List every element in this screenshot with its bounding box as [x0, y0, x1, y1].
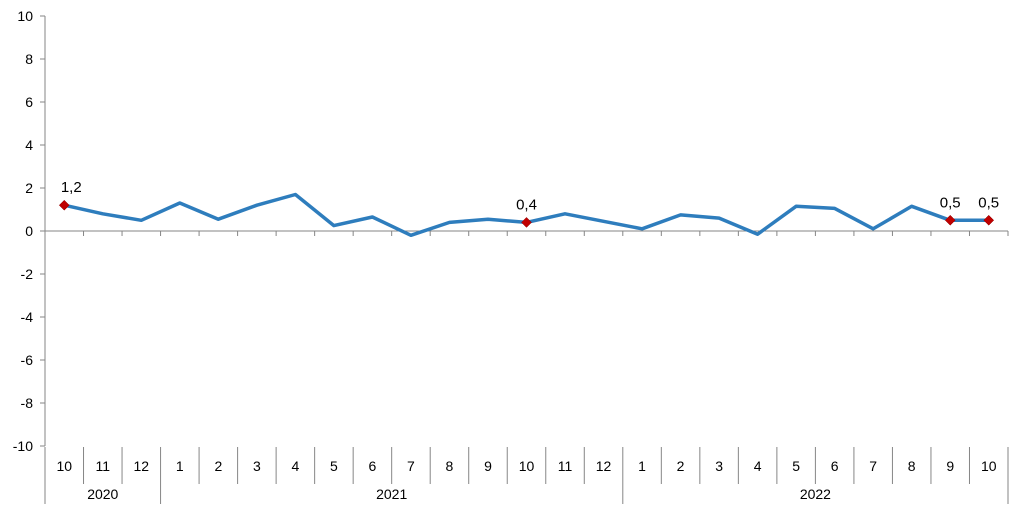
y-tick-label: -2 — [21, 266, 34, 282]
y-tick-label: -10 — [13, 438, 33, 454]
y-tick-label: 8 — [25, 51, 33, 67]
data-point-marker — [521, 217, 532, 228]
data-point-marker — [983, 214, 995, 226]
x-tick-label: 12 — [134, 458, 150, 474]
x-tick-label: 3 — [253, 458, 261, 474]
x-tick-label: 1 — [638, 458, 646, 474]
y-tick-label: -8 — [21, 395, 34, 411]
x-tick-label: 4 — [291, 458, 299, 474]
y-tick-label: 2 — [25, 180, 33, 196]
x-tick-label: 9 — [484, 458, 492, 474]
data-label: 0,5 — [978, 194, 999, 211]
data-label: 0,4 — [516, 196, 537, 213]
x-tick-label: 11 — [96, 458, 111, 474]
data-label-layer: 1,2 0,4 0,5 0,5 — [58, 179, 999, 228]
y-tick-label: 4 — [25, 137, 33, 153]
x-tick-label: 1 — [176, 458, 184, 474]
data-point-marker — [944, 214, 956, 226]
x-tick-label: 7 — [869, 458, 877, 474]
year-label: 2020 — [87, 486, 118, 502]
x-tick-label: 6 — [831, 458, 839, 474]
y-tick-label: -4 — [21, 309, 34, 325]
x-tick-label: 7 — [407, 458, 415, 474]
data-label: 0,5 — [940, 194, 961, 211]
x-tick-label: 6 — [369, 458, 377, 474]
x-tick-label: 10 — [981, 458, 997, 474]
x-tick-label: 4 — [754, 458, 762, 474]
x-tick-label: 5 — [792, 458, 800, 474]
x-tick-label: 9 — [946, 458, 954, 474]
x-tick-label: 8 — [908, 458, 916, 474]
y-axis: 10 8 6 4 2 0 -2 -4 -6 -8 -10 — [13, 8, 46, 454]
year-label: 2022 — [800, 486, 831, 502]
y-tick-label: 0 — [25, 223, 33, 239]
data-point-marker — [58, 199, 70, 211]
x-tick-label: 5 — [330, 458, 338, 474]
y-tick-label: -6 — [21, 352, 34, 368]
y-tick-label: 10 — [17, 8, 33, 24]
x-tick-label: 3 — [715, 458, 723, 474]
y-tick-label: 6 — [25, 94, 33, 110]
data-label: 1,2 — [61, 179, 82, 196]
year-label: 2021 — [376, 486, 407, 502]
x-tick-label: 2 — [214, 458, 222, 474]
x-tick-label: 11 — [558, 458, 573, 474]
x-tick-label: 10 — [519, 458, 535, 474]
x-tick-label: 2 — [677, 458, 685, 474]
x-tick-label: 10 — [56, 458, 72, 474]
x-tick-label: 8 — [446, 458, 454, 474]
x-tick-label: 12 — [596, 458, 612, 474]
